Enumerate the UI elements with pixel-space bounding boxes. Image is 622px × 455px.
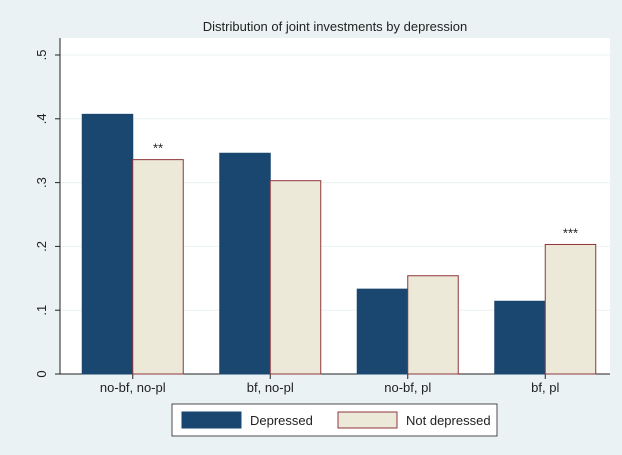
bar xyxy=(407,275,459,375)
legend-label: Depressed xyxy=(250,413,313,428)
bar xyxy=(544,243,597,375)
y-tick-label: 0 xyxy=(34,370,49,377)
significance-label: ** xyxy=(153,141,163,156)
bar xyxy=(132,159,184,375)
bar xyxy=(269,180,322,375)
y-tick-label: .1 xyxy=(34,305,49,316)
bar xyxy=(81,113,134,375)
y-tick-label: .4 xyxy=(34,113,49,124)
significance-label: *** xyxy=(563,225,578,240)
legend-label: Not depressed xyxy=(406,413,491,428)
x-tick-label: bf, no-pl xyxy=(247,380,294,395)
bar xyxy=(219,152,271,375)
chart-title: Distribution of joint investments by dep… xyxy=(203,19,467,34)
y-tick-label: .2 xyxy=(34,241,49,252)
legend-swatch xyxy=(181,411,242,429)
y-tick-label: .5 xyxy=(34,50,49,61)
x-tick-label: bf, pl xyxy=(531,380,559,395)
y-tick-label: .3 xyxy=(34,177,49,188)
bar xyxy=(356,288,409,375)
x-tick-label: no-bf, no-pl xyxy=(100,380,166,395)
bar xyxy=(494,300,546,375)
legend-swatch xyxy=(337,411,398,429)
x-tick-label: no-bf, pl xyxy=(384,380,431,395)
